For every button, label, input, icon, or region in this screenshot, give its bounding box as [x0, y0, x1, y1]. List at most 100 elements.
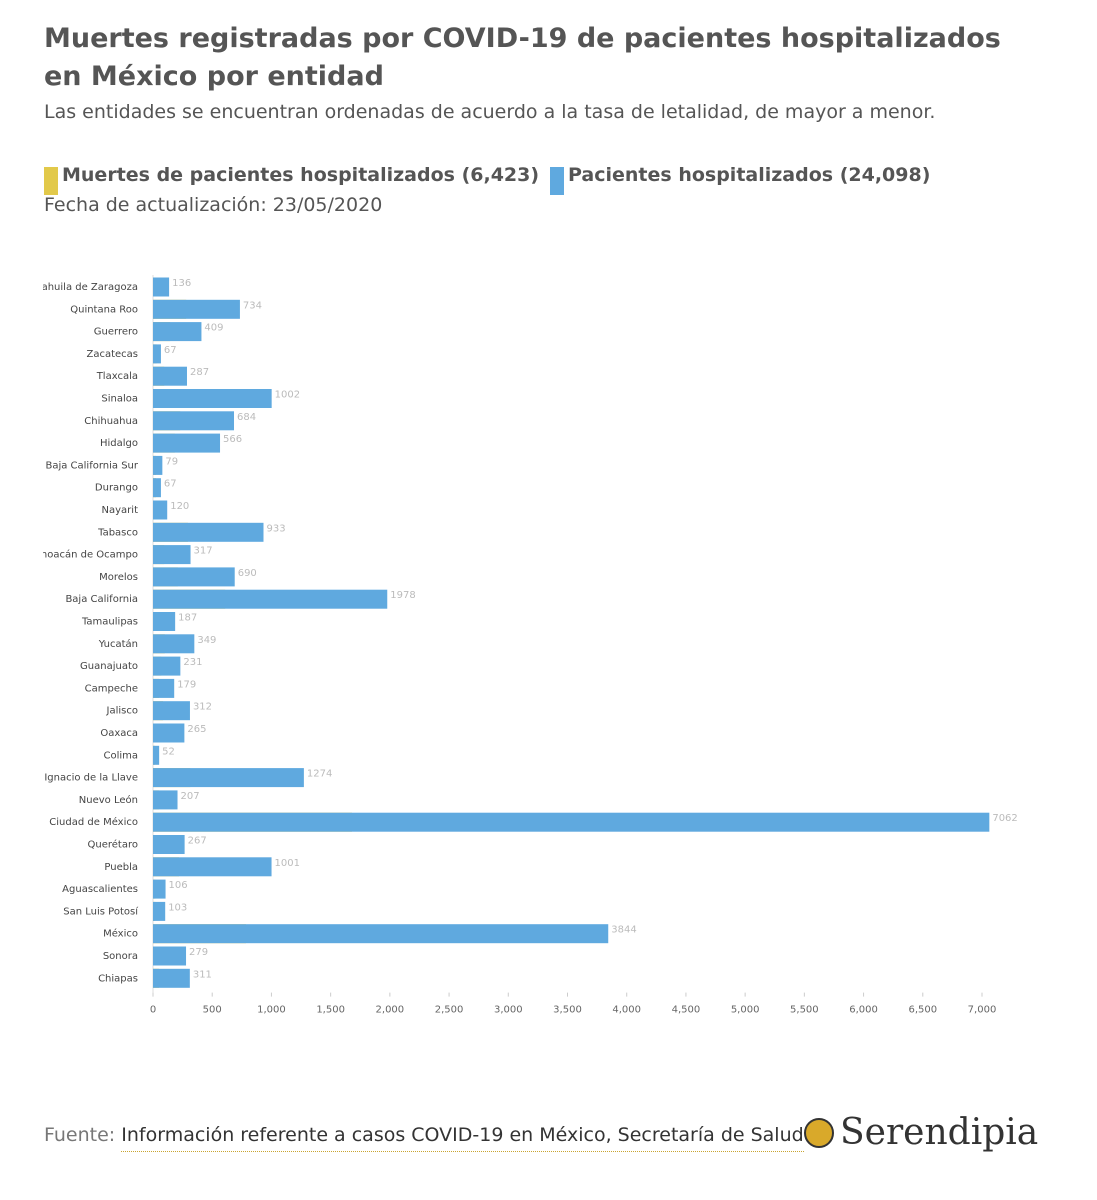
- logo-icon: [804, 1117, 834, 1148]
- bar: [153, 366, 187, 386]
- bar: [153, 612, 176, 631]
- bar: [153, 500, 168, 520]
- y-tick-label: Zacatecas: [86, 349, 138, 360]
- value-label: 52: [162, 746, 175, 757]
- legend-item: Pacientes hospitalizados (24,098): [550, 164, 930, 195]
- y-tick-label: Veracruz de Ignacio de la Llave: [0, 773, 138, 784]
- bar: [153, 901, 166, 921]
- bar: [153, 478, 161, 498]
- chart-subtitle: Las entidades se encuentran ordenadas de…: [44, 101, 936, 123]
- logo-text: Serendipia: [840, 1112, 1039, 1153]
- x-tick-label: 1,000: [257, 1005, 286, 1016]
- chart-title: Muertes registradas por COVID-19 de paci…: [44, 23, 1001, 92]
- bar: [153, 857, 272, 877]
- value-label: 103: [168, 902, 187, 913]
- y-tick-label: Baja California Sur: [45, 460, 138, 471]
- value-label: 179: [177, 679, 196, 690]
- bar: [153, 790, 178, 810]
- x-tick-label: 6,000: [849, 1005, 878, 1016]
- value-label: 1002: [275, 390, 300, 401]
- bar: [153, 812, 990, 832]
- update-date: Fecha de actualización: 23/05/2020: [44, 194, 383, 216]
- value-label: 312: [193, 702, 212, 713]
- value-label: 317: [194, 546, 213, 557]
- source-link[interactable]: Información referente a casos COVID-19 e…: [121, 1124, 804, 1152]
- legend-label: Pacientes hospitalizados (24,098): [568, 164, 931, 186]
- x-tick-label: 6,500: [908, 1005, 937, 1016]
- value-label: 231: [183, 657, 202, 668]
- x-tick-label: 5,500: [790, 1005, 819, 1016]
- legend-label: Muertes de pacientes hospitalizados (6,4…: [62, 164, 540, 186]
- y-tick-label: Aguascalientes: [62, 884, 138, 895]
- y-tick-label: Tabasco: [97, 527, 138, 538]
- bar: [153, 634, 195, 654]
- y-tick-label: Sinaloa: [101, 394, 138, 405]
- source: Fuente: Información referente a casos CO…: [44, 1124, 804, 1152]
- x-tick-label: 2,500: [435, 1005, 464, 1016]
- x-tick-label: 500: [203, 1005, 222, 1016]
- value-label: 566: [223, 434, 242, 445]
- x-tick-label: 3,500: [553, 1005, 582, 1016]
- value-label: 279: [189, 947, 208, 958]
- value-label: 1978: [390, 590, 415, 601]
- y-tick-label: San Luis Potosí: [63, 905, 139, 917]
- bar: [153, 768, 304, 788]
- bar: [153, 522, 264, 542]
- value-label: 311: [193, 969, 212, 980]
- value-label: 287: [190, 367, 209, 378]
- value-label: 409: [204, 323, 223, 334]
- y-tick-label: Morelos: [99, 572, 138, 583]
- bar: [153, 589, 388, 609]
- bar: [153, 701, 190, 721]
- bar: [153, 745, 160, 765]
- bar: [153, 433, 221, 453]
- y-tick-label: Coahuila de Zaragoza: [28, 282, 138, 293]
- value-label: 67: [164, 479, 177, 490]
- bar: [153, 723, 185, 743]
- value-label: 79: [165, 456, 178, 467]
- legend-swatch: [44, 167, 58, 195]
- y-tick-label: Puebla: [104, 862, 138, 873]
- bar: [153, 389, 272, 408]
- bar: [153, 567, 235, 587]
- y-tick-label: Chihuahua: [84, 416, 138, 427]
- bar: [153, 299, 240, 319]
- bar: [153, 455, 163, 475]
- bar: [153, 835, 185, 854]
- y-tick-label: Guerrero: [94, 327, 138, 338]
- y-tick-label: Tamaulipas: [81, 617, 138, 628]
- x-tick-label: 7,000: [968, 1005, 997, 1016]
- bar: [153, 322, 202, 342]
- value-label: 67: [164, 345, 177, 356]
- value-label: 684: [237, 412, 256, 423]
- value-label: 1274: [307, 769, 332, 780]
- logo: Serendipia: [804, 1112, 1038, 1153]
- bar: [153, 968, 190, 988]
- y-tick-label: Nayarit: [102, 505, 139, 516]
- y-tick-label: Jalisco: [106, 706, 138, 717]
- y-tick-label: Tlaxcala: [96, 371, 138, 382]
- y-tick-label: Nuevo León: [79, 794, 138, 806]
- y-tick-label: Querétaro: [88, 839, 138, 851]
- bar: [153, 344, 161, 364]
- bar: [153, 411, 235, 431]
- bar: [153, 545, 191, 565]
- value-label: 690: [238, 568, 257, 579]
- x-tick-label: 1,500: [316, 1005, 345, 1016]
- value-label: 933: [266, 523, 285, 534]
- x-tick-label: 3,000: [494, 1005, 523, 1016]
- value-label: 1001: [275, 858, 300, 869]
- legend-swatch: [550, 167, 564, 195]
- x-tick-label: 2,000: [376, 1005, 405, 1016]
- y-tick-label: Durango: [95, 483, 138, 494]
- bar: [153, 678, 175, 698]
- y-tick-label: Quintana Roo: [70, 304, 138, 315]
- value-label: 267: [188, 836, 207, 847]
- bar: [153, 879, 166, 899]
- x-tick-label: 4,500: [672, 1005, 701, 1016]
- y-tick-label: Michoacán de Ocampo: [24, 549, 138, 561]
- chart: Coahuila de Zaragoza Quintana Roo Guerrero…: [0, 275, 1018, 1016]
- y-tick-label: Colima: [103, 750, 138, 761]
- value-label: 734: [243, 300, 262, 311]
